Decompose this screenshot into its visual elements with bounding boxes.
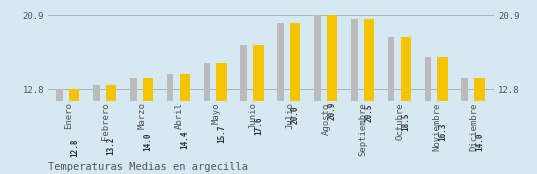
Text: 20.0: 20.0 xyxy=(291,105,300,124)
Text: 17.6: 17.6 xyxy=(254,116,263,135)
Text: 14.0: 14.0 xyxy=(475,133,484,151)
Bar xyxy=(351,19,358,174)
Bar xyxy=(425,57,431,174)
Bar xyxy=(69,89,79,174)
Text: 20.9: 20.9 xyxy=(328,101,337,120)
Bar xyxy=(401,37,411,174)
Bar xyxy=(241,45,247,174)
Bar xyxy=(314,15,321,174)
Text: 15.7: 15.7 xyxy=(217,125,226,144)
Bar xyxy=(461,78,468,174)
Bar xyxy=(364,19,374,174)
Bar xyxy=(143,78,153,174)
Bar xyxy=(253,45,264,174)
Bar xyxy=(216,63,227,174)
Bar xyxy=(180,74,190,174)
Text: 20.5: 20.5 xyxy=(365,103,373,122)
Text: 14.4: 14.4 xyxy=(180,131,190,149)
Bar xyxy=(290,23,301,174)
Text: Temperaturas Medias en argecilla: Temperaturas Medias en argecilla xyxy=(48,162,248,172)
Bar xyxy=(438,57,448,174)
Bar xyxy=(474,78,485,174)
Text: 16.3: 16.3 xyxy=(438,122,447,141)
Text: 13.2: 13.2 xyxy=(107,136,115,155)
Text: 12.8: 12.8 xyxy=(70,138,79,157)
Bar xyxy=(56,89,63,174)
Bar xyxy=(167,74,173,174)
Text: 18.5: 18.5 xyxy=(401,112,410,131)
Bar xyxy=(130,78,136,174)
Bar xyxy=(93,85,100,174)
Bar xyxy=(106,85,117,174)
Text: 14.0: 14.0 xyxy=(143,133,153,151)
Bar xyxy=(327,15,337,174)
Bar xyxy=(277,23,284,174)
Bar xyxy=(388,37,394,174)
Bar xyxy=(204,63,210,174)
